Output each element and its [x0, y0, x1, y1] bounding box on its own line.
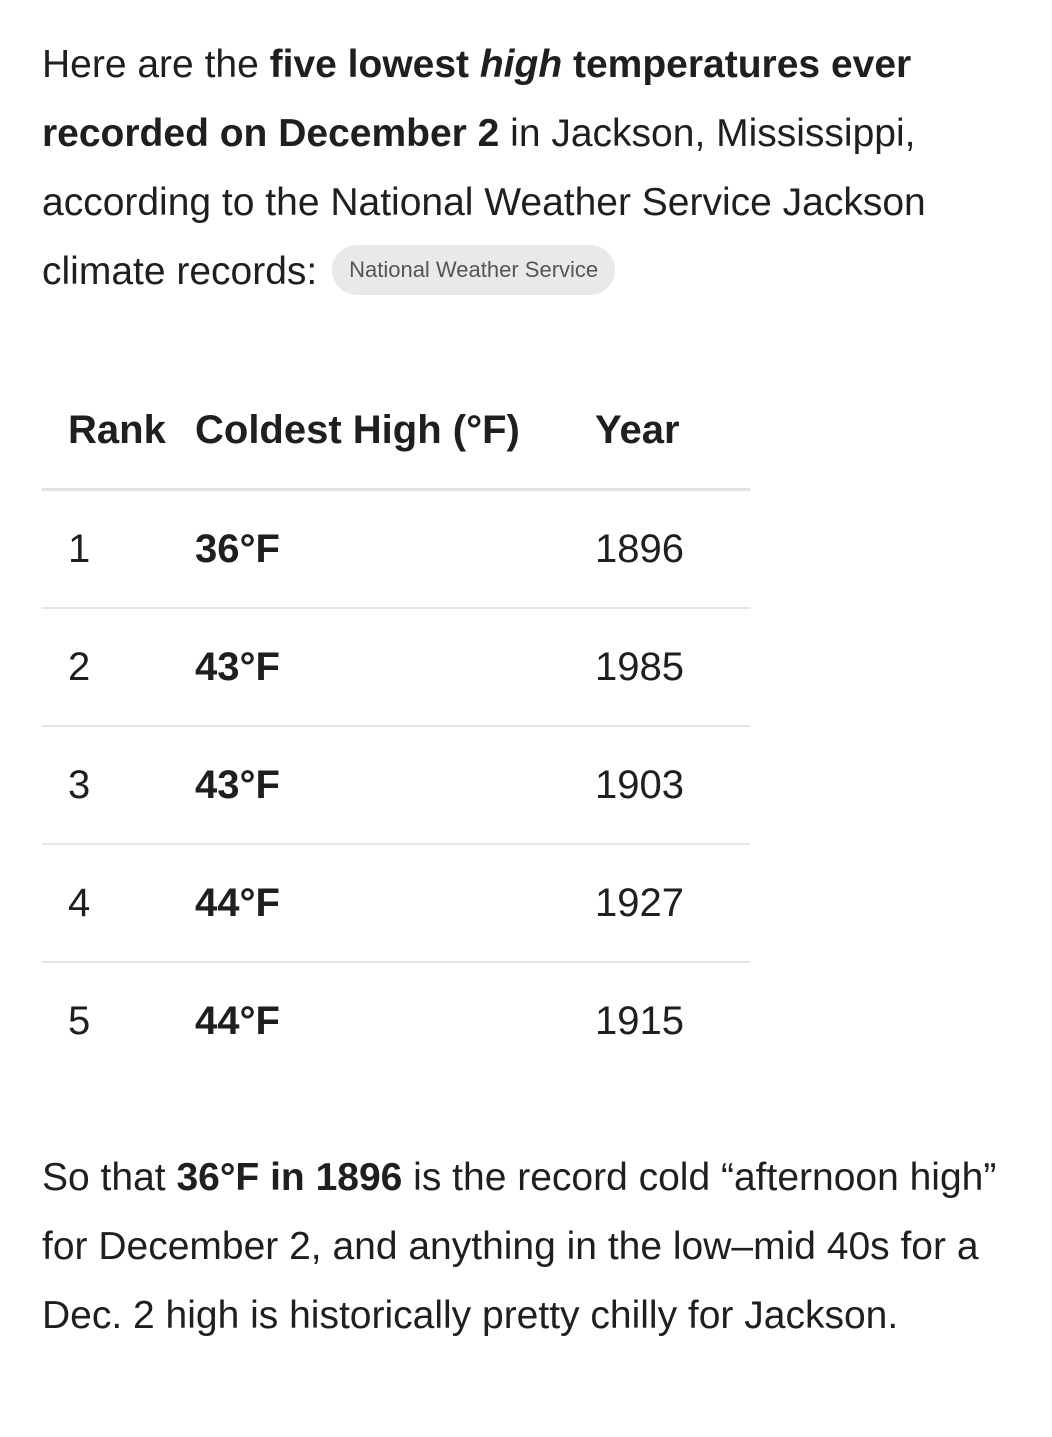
table-cell: 1985 — [595, 608, 750, 727]
table-row: 3 43°F 1903 — [42, 726, 750, 845]
table-row: 2 43°F 1985 — [42, 608, 750, 727]
table-cell: 1 — [42, 489, 195, 609]
table-cell: 5 — [68, 998, 91, 1043]
column-header: Rank — [42, 372, 195, 491]
table-cell: 43°F — [195, 726, 595, 845]
table-cell: 3 — [42, 726, 195, 845]
outro-paragraph: So that 36°F in 1896 is the record cold … — [42, 1143, 1032, 1350]
table-cell: 44°F — [195, 998, 280, 1043]
table-cell: 1903 — [595, 726, 750, 845]
table-cell: 36°F — [195, 489, 595, 609]
text-run: high — [479, 43, 563, 86]
table-row: 1 36°F 1896 — [42, 489, 750, 609]
text-run: So that — [42, 1156, 177, 1199]
table-cell: 1927 — [595, 844, 750, 963]
intro-paragraph: Here are the five lowest high temperatur… — [42, 30, 1032, 306]
table-cell: 4 — [42, 844, 195, 963]
source-chip[interactable]: National Weather Service — [332, 244, 616, 295]
text-run: 36°F in 1896 — [176, 1156, 403, 1199]
column-header: Coldest High (°F) — [195, 372, 595, 491]
text-run: Here are the — [42, 43, 270, 86]
table-cell: 2 — [42, 608, 195, 727]
table-row: 4 44°F 1927 — [42, 844, 750, 963]
records-table: Rank Coldest High (°F) Year 1 36°F 1896 2 43°F… — [42, 372, 750, 1079]
table-cell: 1896 — [595, 489, 750, 609]
table-cell: 44°F — [195, 844, 595, 963]
table-row: 5 44°F 1915 — [42, 962, 750, 1079]
column-header: Year — [595, 372, 750, 491]
table-cell: 43°F — [195, 608, 595, 727]
text-run: is the record cold “afternoon high” for … — [42, 1156, 997, 1337]
table-cell: 1915 — [595, 998, 684, 1043]
text-run: five lowest — [269, 43, 480, 86]
text-run: temperatures ever recorded on December 2 — [42, 43, 912, 155]
header-row: Rank Coldest High (°F) Year — [42, 372, 750, 491]
text-run: in Jackson, Mississippi, according to th… — [42, 112, 926, 293]
